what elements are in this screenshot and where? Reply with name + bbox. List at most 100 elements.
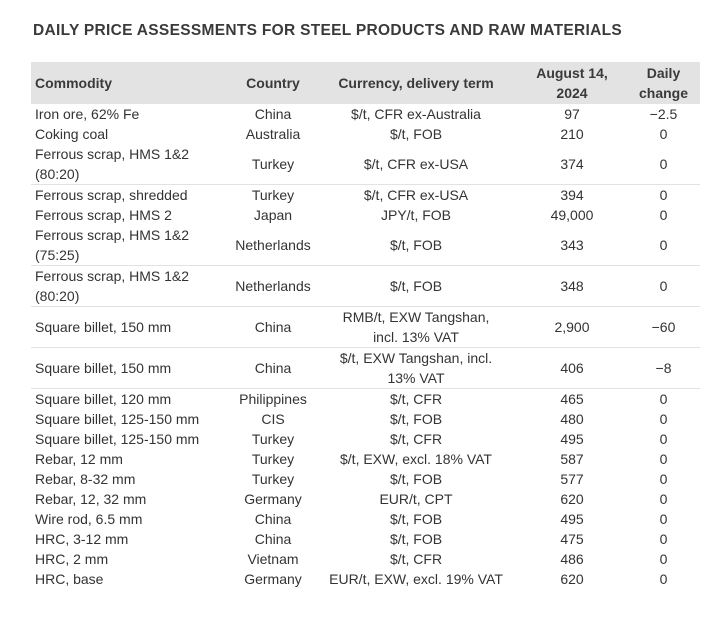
cell-country: Turkey — [231, 144, 315, 185]
table-row: Ferrous scrap, HMS 2 Japan JPY/t, FOB 49,00… — [31, 205, 700, 225]
table-row: Square billet, 125-150 mm Turkey $/t, CFR 4… — [31, 429, 700, 449]
cell-commodity-line1: Rebar, 12 mm — [35, 451, 123, 467]
cell-price: 475 — [560, 531, 584, 547]
cell-price: 348 — [517, 265, 627, 307]
cell-price: 577 — [560, 471, 584, 487]
cell-commodity: Ferrous scrap, shredded — [31, 185, 231, 206]
cell-commodity: Rebar, 8-32 mm — [31, 469, 231, 489]
cell-price: 620 — [560, 571, 584, 587]
table-header-row: Commodity Country Currency, delivery ter… — [31, 62, 700, 104]
cell-currency-line1: $/t, EXW Tangshan, incl. — [339, 350, 493, 366]
cell-currency-line1: EUR/t, CPT — [379, 491, 453, 507]
cell-price: 465 — [560, 391, 584, 407]
table-row: Coking coal Australia $/t, FOB 210 0 — [31, 124, 700, 144]
cell-commodity-line2: (75:25) — [35, 247, 80, 263]
cell-commodity: HRC, 3-12 mm — [31, 529, 231, 549]
table-row: Square billet, 125-150 mm CIS $/t, FOB 480 0 — [31, 409, 700, 429]
cell-price: 495 — [560, 511, 584, 527]
cell-country: Turkey — [251, 431, 295, 447]
cell-country: Vietnam — [247, 551, 299, 567]
cell-currency: $/t, FOB — [315, 409, 517, 429]
cell-currency-line1: $/t, FOB — [389, 237, 443, 253]
table-row: Wire rod, 6.5 mm China $/t, FOB 495 0 — [31, 509, 700, 529]
table-row: Ferrous scrap, HMS 1&2 (75:25) Netherlands… — [31, 225, 700, 266]
cell-commodity: HRC, 2 mm — [31, 549, 231, 569]
cell-price: 620 — [560, 491, 584, 507]
cell-change: 0 — [659, 471, 668, 487]
cell-currency-line1: $/t, FOB — [389, 471, 443, 487]
header-commodity: Commodity — [31, 62, 231, 104]
cell-currency: $/t, CFR ex-Australia — [315, 104, 517, 124]
cell-currency-line1: $/t, CFR ex-USA — [363, 156, 469, 172]
cell-commodity-line1: Square billet, 150 mm — [35, 319, 172, 335]
cell-commodity: Rebar, 12 mm — [31, 449, 231, 469]
cell-commodity-line1: Ferrous scrap, shredded — [35, 187, 188, 203]
cell-price: 49,000 — [550, 207, 594, 223]
cell-currency-line1: $/t, CFR — [389, 391, 443, 407]
cell-currency-line1: $/t, FOB — [389, 126, 443, 142]
cell-currency-line1: $/t, FOB — [389, 411, 443, 427]
cell-commodity-line1: Ferrous scrap, HMS 2 — [35, 207, 172, 223]
cell-commodity-line1: Ferrous scrap, HMS 1&2 — [35, 146, 190, 162]
cell-currency: $/t, FOB — [315, 225, 517, 266]
cell-country: China — [254, 106, 292, 122]
header-change: Daily change — [627, 62, 700, 104]
table-row: Rebar, 12, 32 mm Germany EUR/t, CPT 620 0 — [31, 489, 700, 509]
cell-country: Germany — [244, 571, 302, 587]
cell-change: 0 — [627, 265, 700, 307]
table-row: HRC, 2 mm Vietnam $/t, CFR 486 0 — [31, 549, 700, 569]
cell-price: 97 — [564, 106, 580, 122]
cell-country: Japan — [253, 207, 293, 223]
cell-commodity-line1: Ferrous scrap, HMS 1&2 — [35, 227, 190, 243]
cell-currency: $/t, FOB — [315, 509, 517, 529]
table-row: Square billet, 120 mm Philippines $/t, CFR… — [31, 389, 700, 410]
table-row: Square billet, 150 mm China $/t, EXW Tangs… — [31, 347, 700, 389]
header-country: Country — [231, 62, 315, 104]
cell-commodity: Ferrous scrap, HMS 1&2 (80:20) — [31, 265, 231, 307]
table-row: Rebar, 12 mm Turkey $/t, EXW, excl. 18% VA… — [31, 449, 700, 469]
cell-currency: $/t, FOB — [315, 124, 517, 144]
cell-change: 0 — [659, 391, 668, 407]
cell-commodity-line1: Square billet, 125-150 mm — [35, 431, 200, 447]
table-row: Rebar, 8-32 mm Turkey $/t, FOB 577 0 — [31, 469, 700, 489]
header-change-line2: change — [638, 85, 688, 101]
cell-currency-line1: $/t, FOB — [389, 511, 443, 527]
cell-change: 0 — [659, 571, 668, 587]
cell-commodity: Square billet, 125-150 mm — [31, 409, 231, 429]
cell-commodity: Rebar, 12, 32 mm — [31, 489, 231, 509]
cell-currency: $/t, EXW, excl. 18% VAT — [315, 449, 517, 469]
cell-currency: JPY/t, FOB — [315, 205, 517, 225]
table-row: Square billet, 150 mm China RMB/t, EXW Tan… — [31, 306, 700, 348]
cell-currency: EUR/t, CPT — [315, 489, 517, 509]
cell-country: China — [231, 306, 315, 348]
cell-commodity: Square billet, 150 mm — [31, 347, 231, 389]
cell-country: China — [231, 347, 315, 389]
cell-commodity: Ferrous scrap, HMS 1&2 (75:25) — [31, 225, 231, 266]
cell-currency-line1: $/t, CFR — [389, 551, 443, 567]
cell-price: 495 — [560, 431, 584, 447]
cell-commodity: Square billet, 125-150 mm — [31, 429, 231, 449]
cell-price: 480 — [560, 411, 584, 427]
cell-price: 587 — [560, 451, 584, 467]
cell-change: 0 — [659, 207, 668, 223]
cell-change: 0 — [659, 411, 668, 427]
cell-change: 0 — [659, 511, 668, 527]
cell-commodity: Square billet, 120 mm — [31, 389, 231, 410]
table-row: Ferrous scrap, HMS 1&2 (80:20) Turkey $/t, … — [31, 144, 700, 185]
cell-currency-line1: $/t, CFR — [389, 431, 443, 447]
table-row: HRC, base Germany EUR/t, EXW, excl. 19% VA… — [31, 569, 700, 589]
cell-commodity-line1: Rebar, 12, 32 mm — [35, 491, 147, 507]
cell-country: Netherlands — [231, 265, 315, 307]
cell-change: −60 — [627, 306, 700, 348]
cell-commodity-line1: Rebar, 8-32 mm — [35, 471, 136, 487]
header-currency: Currency, delivery term — [315, 62, 517, 104]
table-row: HRC, 3-12 mm China $/t, FOB 475 0 — [31, 529, 700, 549]
cell-price: 406 — [517, 347, 627, 389]
cell-country: Germany — [244, 491, 302, 507]
cell-country: China — [254, 531, 292, 547]
header-date: August 14, 2024 — [517, 62, 627, 104]
cell-commodity-line1: Wire rod, 6.5 mm — [35, 511, 143, 527]
cell-price: 374 — [517, 144, 627, 185]
cell-currency: $/t, CFR ex-USA — [315, 185, 517, 206]
